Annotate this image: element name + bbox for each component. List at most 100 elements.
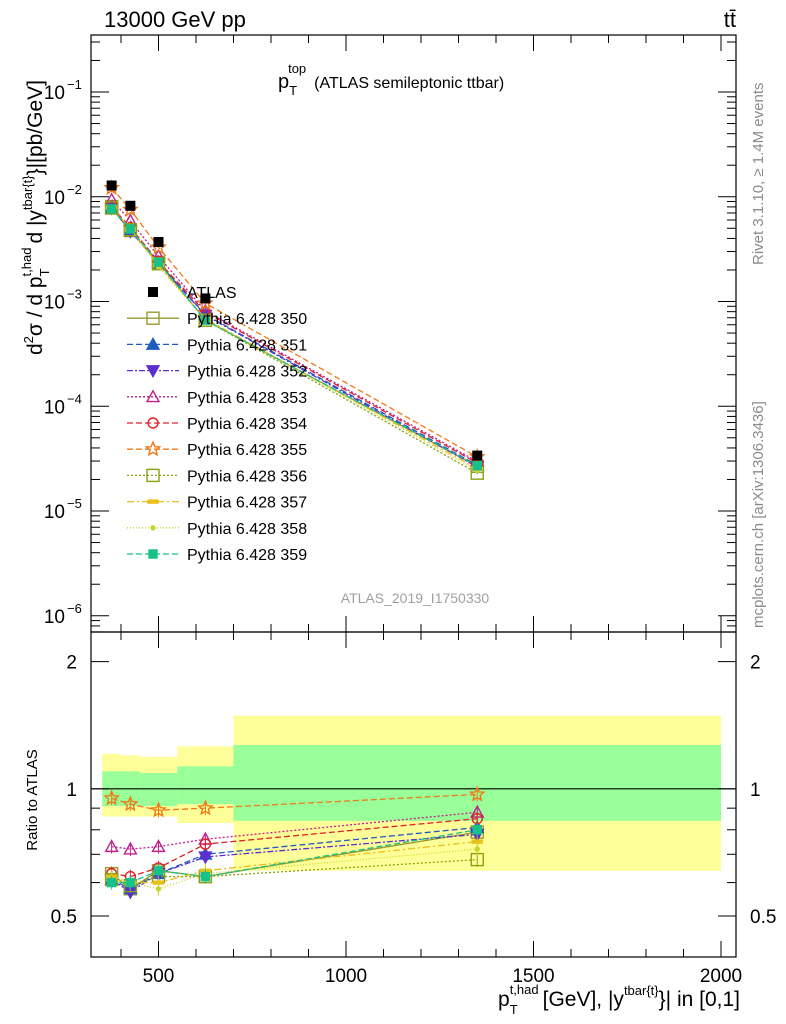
title-sup: top	[288, 61, 306, 76]
ratio-bands	[91, 715, 736, 871]
rtick-label-0: 0.5	[51, 907, 77, 928]
ratio-frame	[90, 631, 737, 958]
series-line-ratio-3	[111, 811, 478, 850]
series-8-ratio-point-2	[155, 886, 162, 892]
legend-marker-2	[145, 336, 161, 350]
atlas-point-4	[472, 450, 483, 461]
xlabel: pTt,had [GeV], |ytbar{t}}| in [0,1]	[498, 982, 740, 1017]
legend-item-2: Pythia 6.428 351	[127, 336, 307, 354]
band-stat-bin-2	[139, 773, 178, 807]
legend-item-10: Pythia 6.428 359	[127, 547, 307, 564]
legend-marker-1	[146, 311, 160, 325]
legend-item-7: Pythia 6.428 356	[127, 468, 307, 485]
series-5-ratio-point-4	[468, 785, 486, 802]
series-line-main-9	[111, 208, 478, 467]
series-9-ratio-point-2	[153, 866, 164, 876]
legend-label-5: Pythia 6.428 354	[187, 416, 307, 433]
energy-label: 13000 GeV pp	[104, 7, 246, 32]
main-frame	[90, 34, 737, 633]
series-5-point-2	[150, 238, 167, 255]
series-6-point-0	[104, 201, 119, 215]
series-3-ratio-point-0	[104, 839, 119, 853]
atlas-point-0	[106, 180, 117, 191]
legend-label-4: Pythia 6.428 353	[187, 390, 307, 407]
series-5-ratio-point-1	[121, 795, 139, 812]
legend-label-2: Pythia 6.428 351	[187, 337, 307, 354]
legend-item-1: Pythia 6.428 350	[127, 311, 307, 328]
series-5-point-1	[121, 200, 139, 217]
legend-marker-atlas	[148, 287, 158, 297]
series-6-point-1	[123, 223, 138, 237]
ytick-label-3: 10	[44, 397, 65, 418]
rtick-label-1: 1	[66, 780, 77, 801]
ytick-exp-2: −3	[67, 287, 82, 302]
main-title: pTtop (ATLAS semileptonic ttbar)	[278, 61, 504, 98]
ytick-label-4: 10	[44, 502, 65, 523]
legend-label-8: Pythia 6.428 357	[187, 495, 307, 512]
series-359	[106, 204, 482, 890]
series-9-ratio-point-1	[125, 877, 136, 888]
ytick-exp-1: −2	[67, 182, 82, 197]
title-sub: T	[289, 83, 297, 98]
legend-item-0: ATLAS	[148, 285, 237, 302]
atlas-point-1	[125, 200, 136, 211]
legend-marker-5	[147, 417, 159, 429]
main-ylabel: d2σ / d pTt,hadd |ytbar{t}}|[pb/GeV]	[19, 80, 52, 355]
series-line-main-5	[111, 187, 478, 458]
xtick-label-1: 1000	[325, 966, 367, 987]
atlas-point-2	[153, 236, 164, 247]
series-9-ratio-point-0	[106, 877, 117, 888]
legend-label-0: ATLAS	[187, 285, 237, 302]
process-label: tt̄	[724, 7, 736, 32]
legend-marker-6	[144, 440, 162, 457]
legend-label-1: Pythia 6.428 350	[187, 311, 307, 328]
series-5-point-3	[196, 294, 214, 311]
atlas-data	[106, 180, 483, 461]
series-6-point-3	[198, 313, 213, 327]
ytick-exp-5: −6	[67, 601, 82, 616]
ytick-label-2: 10	[44, 293, 65, 314]
series-5-point-0	[103, 179, 121, 195]
title-main: p	[278, 71, 289, 93]
series-2-ratio-point-3	[198, 851, 213, 865]
series-5-ratio-point-0	[103, 789, 121, 806]
ytick-exp-0: −1	[67, 77, 82, 92]
series-4-ratio-point-3	[199, 838, 212, 850]
atlas-point-3	[200, 293, 211, 304]
ytick-label-5: 10	[44, 607, 65, 628]
series-8-ratio-point-4	[474, 846, 480, 852]
legend-item-8: Pythia 6.428 357	[127, 495, 307, 512]
legend-label-10: Pythia 6.428 359	[187, 547, 307, 564]
legend-item-5: Pythia 6.428 354	[127, 416, 307, 433]
legend-marker-8	[147, 499, 159, 504]
series-9-ratio-point-4	[472, 825, 482, 835]
series-9-point-2	[153, 257, 164, 267]
xtick-label-3: 2000	[700, 966, 742, 987]
analysis-id: ATLAS_2019_I1750330	[341, 590, 490, 606]
rivet-label: Rivet 3.1.10, ≥ 1.4M events	[750, 83, 767, 266]
ytick-exp-3: −4	[67, 391, 82, 406]
series-355	[103, 179, 486, 818]
ytick-label-1: 10	[44, 188, 65, 209]
legend-label-3: Pythia 6.428 352	[187, 364, 307, 381]
ratio-ylabel: Ratio to ATLAS	[24, 749, 41, 850]
series-9-point-0	[106, 204, 117, 214]
legend-label-9: Pythia 6.428 358	[187, 521, 307, 538]
series-5-ratio-point-3	[196, 799, 214, 816]
legend-marker-10	[148, 549, 158, 559]
rtick-label-right-2: 2	[750, 653, 761, 674]
legend-marker-7	[146, 468, 160, 483]
title-rest: (ATLAS semileptonic ttbar)	[314, 75, 504, 92]
legend-item-3: Pythia 6.428 352	[127, 364, 307, 381]
data-lines	[103, 179, 486, 900]
ytick-label-0: 10	[44, 83, 65, 104]
rtick-label-right-1: 1	[750, 780, 761, 801]
legend-marker-3	[145, 365, 161, 379]
legend-marker-4	[145, 389, 161, 403]
mcplots-label: mcplots.cern.ch [arXiv:1306.3436]	[750, 401, 767, 628]
xtick-label-0: 500	[143, 966, 175, 987]
xtick-label-2: 1500	[512, 966, 554, 987]
series-5-ratio-point-2	[150, 801, 167, 818]
legend-item-6: Pythia 6.428 355	[127, 440, 307, 459]
